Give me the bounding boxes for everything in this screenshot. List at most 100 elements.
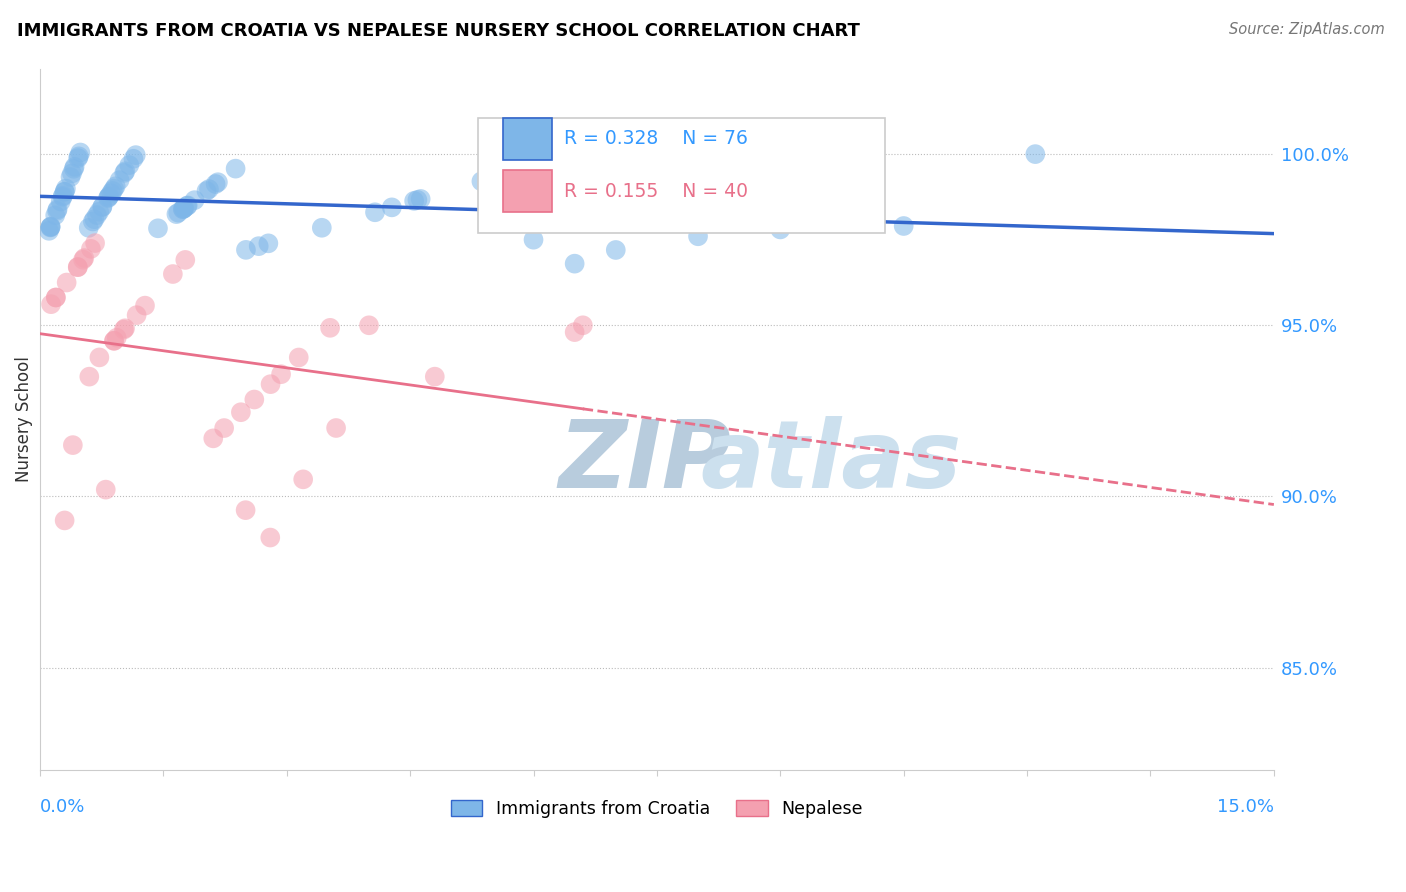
Point — [73, 251, 96, 265]
Point — [72, 252, 94, 267]
Point — [183, 193, 205, 207]
Point — [406, 193, 429, 207]
Point — [49, 194, 72, 209]
Point — [287, 351, 309, 365]
FancyBboxPatch shape — [503, 170, 553, 212]
Point — [165, 207, 187, 221]
Point — [173, 201, 195, 215]
Text: ZIP: ZIP — [558, 416, 731, 508]
Legend: Immigrants from Croatia, Nepalese: Immigrants from Croatia, Nepalese — [444, 793, 870, 825]
Point — [572, 318, 595, 333]
Point — [319, 321, 342, 335]
Point — [39, 219, 62, 234]
Point — [325, 421, 347, 435]
Point — [357, 318, 380, 333]
Point — [174, 252, 197, 267]
Point — [91, 200, 114, 214]
Point — [409, 192, 432, 206]
Point — [311, 220, 333, 235]
Point — [112, 166, 135, 180]
Point — [38, 224, 60, 238]
Text: Source: ZipAtlas.com: Source: ZipAtlas.com — [1229, 22, 1385, 37]
Point — [125, 308, 148, 322]
Point — [100, 186, 122, 200]
FancyBboxPatch shape — [478, 118, 886, 234]
Text: 0.0%: 0.0% — [39, 798, 86, 816]
Point — [91, 200, 114, 214]
Point — [104, 179, 127, 194]
Point — [46, 202, 69, 217]
Point — [470, 174, 492, 188]
Point — [45, 291, 67, 305]
Point — [851, 205, 873, 219]
Point — [381, 200, 404, 214]
Point — [80, 242, 103, 256]
Point — [103, 182, 125, 196]
Point — [83, 212, 105, 227]
Point — [198, 182, 221, 196]
Point — [167, 205, 190, 219]
Point — [404, 194, 426, 208]
Point — [69, 145, 91, 160]
Point — [257, 236, 280, 251]
Point — [55, 276, 77, 290]
Point — [114, 321, 136, 335]
Point — [364, 205, 387, 219]
Point — [235, 503, 257, 517]
Point — [103, 334, 125, 348]
Point — [67, 149, 90, 163]
Point — [53, 185, 76, 199]
Point — [67, 151, 90, 165]
Point — [118, 158, 141, 172]
Point — [202, 431, 225, 445]
Point — [172, 202, 194, 216]
Point — [114, 164, 136, 178]
Point — [207, 175, 229, 189]
Point — [94, 483, 117, 497]
Text: 15.0%: 15.0% — [1216, 798, 1274, 816]
Point — [645, 216, 668, 230]
Point — [86, 208, 108, 222]
Point — [44, 208, 66, 222]
Point — [810, 209, 832, 223]
Text: IMMIGRANTS FROM CROATIA VS NEPALESE NURSERY SCHOOL CORRELATION CHART: IMMIGRANTS FROM CROATIA VS NEPALESE NURS… — [17, 22, 859, 40]
FancyBboxPatch shape — [503, 118, 553, 160]
Point — [125, 148, 148, 162]
Point — [60, 166, 83, 180]
Point — [605, 243, 627, 257]
Point — [82, 214, 104, 228]
Point — [66, 260, 89, 275]
Point — [66, 260, 89, 274]
Point — [108, 173, 131, 187]
Point — [52, 188, 75, 202]
Point — [243, 392, 266, 407]
Point — [259, 531, 281, 545]
Point — [122, 152, 145, 166]
Point — [53, 513, 76, 527]
Point — [204, 177, 226, 191]
Point — [55, 181, 77, 195]
Y-axis label: Nursery School: Nursery School — [15, 357, 32, 483]
Point — [97, 190, 120, 204]
Point — [564, 325, 586, 339]
Point — [63, 161, 86, 176]
Point — [45, 291, 67, 305]
Point — [162, 267, 184, 281]
Point — [146, 221, 169, 235]
Point — [79, 369, 101, 384]
Text: R = 0.328    N = 76: R = 0.328 N = 76 — [564, 129, 748, 148]
Point — [46, 203, 69, 218]
Point — [101, 184, 124, 198]
Point — [172, 202, 194, 217]
Point — [52, 190, 75, 204]
Point — [39, 219, 62, 234]
Point — [39, 297, 62, 311]
Text: R = 0.155    N = 40: R = 0.155 N = 40 — [564, 182, 748, 201]
Point — [105, 331, 128, 345]
Point — [98, 189, 121, 203]
Point — [63, 160, 86, 174]
Point — [84, 236, 107, 251]
Point — [97, 191, 120, 205]
Point — [173, 202, 195, 216]
Point — [270, 368, 292, 382]
